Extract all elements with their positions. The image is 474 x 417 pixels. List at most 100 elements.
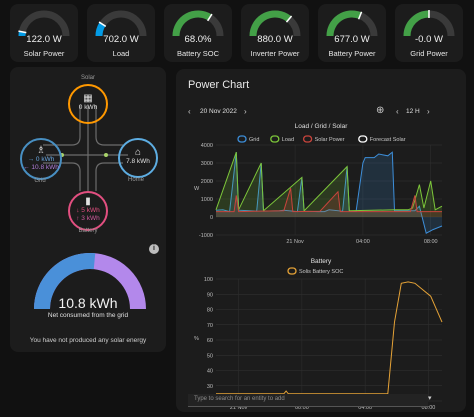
gauge-needle: [357, 11, 363, 20]
gauge-value: 880.0 W: [257, 34, 293, 45]
y-tick-label: 2000: [201, 179, 213, 185]
gauge-0[interactable]: 122.0 W Solar Power: [10, 4, 78, 62]
solar-node[interactable]: ▦ 0 kWh: [68, 84, 108, 124]
gauge-label: Inverter Power: [250, 49, 300, 58]
gauge-needle: [98, 21, 107, 27]
x-tick-label: 21 Nov: [286, 239, 304, 245]
gauge-label: Battery SOC: [176, 49, 220, 58]
grid-node-label: Grid: [34, 178, 46, 184]
y-tick-label: 70: [207, 323, 213, 329]
grid-node[interactable]: ♗ → 0 kWh ← 10.8 kWh: [20, 138, 62, 180]
consumption-value: 10.8 kWh: [58, 295, 118, 311]
gauge-arc: [172, 10, 224, 37]
legend-label: Forecast Solar: [370, 137, 406, 143]
grid-export-value: ← 10.8 kWh: [23, 164, 59, 171]
chart-title: Load / Grid / Solar: [295, 123, 349, 130]
gauge-arc: [326, 10, 378, 37]
legend-swatch: [358, 135, 368, 143]
battery-in-value: ↓ 5 kWh: [76, 207, 100, 214]
gauge-value: 122.0 W: [26, 34, 62, 45]
series-area: [216, 188, 442, 217]
gauge-fill: [403, 10, 430, 37]
gauge-2[interactable]: 68.0% Battery SOC: [164, 4, 232, 62]
x-tick-label: 00:00: [295, 405, 309, 409]
gauge-arc: [18, 10, 70, 37]
gauge-arc: [403, 10, 455, 37]
gauge-value: 68.0%: [184, 34, 212, 45]
gauge-4[interactable]: 677.0 W Battery Power: [318, 4, 386, 62]
gauge-fill: [326, 10, 362, 37]
solar-node-value: 0 kWh: [78, 104, 98, 111]
entity-search-input[interactable]: Type to search for an entity to add: [188, 394, 428, 407]
energy-distribution-card: Solar ▦ 0 kWh ♗ → 0 kWh ← 10.8 kWh Grid …: [10, 67, 166, 352]
home-node-value: 7.8 kWh: [126, 158, 150, 165]
gauge-arc: [249, 10, 301, 37]
interval-prev-button[interactable]: ‹: [396, 107, 399, 116]
gauge-value: -0.0 W: [415, 34, 443, 45]
series-line: [215, 152, 443, 213]
date-display[interactable]: 20 Nov 2022: [200, 108, 237, 115]
home-node-label: Home: [127, 177, 144, 183]
y-tick-label: -1000: [199, 233, 213, 239]
y-tick-label: 1000: [201, 197, 213, 203]
legend-label: Load: [282, 137, 294, 143]
solar-production-note: You have not produced any solar energy: [29, 337, 147, 344]
gauge-arc: [95, 10, 147, 37]
y-tick-label: 100: [204, 277, 213, 283]
interval-select[interactable]: 12 H: [406, 108, 420, 115]
y-tick-label: 90: [207, 292, 213, 298]
series-line: [216, 188, 442, 213]
x-tick-label: 21 Nov: [230, 405, 248, 409]
x-tick-label: 08:00: [424, 239, 438, 245]
y-tick-label: 80: [207, 308, 213, 314]
grid-import-value: → 0 kWh: [27, 156, 55, 163]
gauge-needle: [285, 15, 293, 23]
info-icon[interactable]: i: [149, 244, 159, 254]
battery-icon: ▮: [85, 196, 91, 207]
solar-panel-icon: ▦: [83, 93, 93, 104]
consumption-fill: [34, 253, 96, 310]
gauge-row: 122.0 W Solar Power 702.0 W Load 68.0% Batter…: [0, 0, 474, 64]
gauge-label: Load: [112, 49, 130, 58]
battery-node-label: Battery: [78, 228, 98, 234]
chevron-down-icon[interactable]: ▾: [428, 395, 432, 402]
zoom-icon[interactable]: ⊕: [376, 105, 385, 116]
gauge-label: Grid Power: [410, 49, 448, 58]
y-tick-label: 0: [210, 215, 213, 221]
legend-swatch: [287, 267, 297, 275]
gauge-3[interactable]: 880.0 W Inverter Power: [241, 4, 309, 62]
legend-label: Grid: [249, 137, 259, 143]
legend-swatch: [270, 135, 280, 143]
prev-date-button[interactable]: ‹: [188, 107, 191, 116]
x-tick-label: 04:00: [356, 239, 370, 245]
x-tick-label: 08:00: [422, 405, 436, 409]
gauge-1[interactable]: 702.0 W Load: [87, 4, 155, 62]
gauge-fill: [172, 10, 212, 37]
legend-swatch: [237, 135, 247, 143]
gauge-fill: [249, 10, 292, 37]
transmission-tower-icon: ♗: [36, 145, 46, 156]
gauge-label: Solar Power: [23, 49, 65, 58]
gauge-label: Battery Power: [328, 49, 376, 58]
next-date-button[interactable]: ›: [244, 107, 247, 116]
series-line: [216, 281, 443, 395]
gauge-needle: [18, 30, 27, 34]
solar-node-label: Solar: [80, 75, 95, 81]
gauge-value: 702.0 W: [103, 34, 139, 45]
battery-node[interactable]: ▮ ↓ 5 kWh ↑ 3 kWh: [68, 191, 108, 231]
legend-swatch: [302, 135, 313, 143]
interval-next-button[interactable]: ›: [427, 107, 430, 116]
y-tick-label: 60: [207, 338, 213, 344]
legend-label: Solis Battery SOC: [299, 269, 343, 275]
power-chart-card: Power Chart ‹ 20 Nov 2022 › ⊕ ‹ 12 H › L…: [176, 69, 466, 412]
gauge-needle: [207, 13, 213, 22]
home-node[interactable]: ⌂ 7.8 kWh: [118, 138, 158, 178]
home-icon: ⌂: [134, 147, 142, 158]
y-axis-label: W: [194, 186, 200, 192]
chart-title: Battery: [311, 258, 332, 265]
gauge-5[interactable]: -0.0 W Grid Power: [395, 4, 463, 62]
battery-out-value: ↑ 3 kWh: [76, 215, 100, 222]
y-tick-label: 30: [207, 384, 213, 390]
series-area: [216, 152, 442, 234]
power-charts-svg: Load / Grid / Solar Grid Load Solar Power Fo…: [194, 123, 443, 409]
